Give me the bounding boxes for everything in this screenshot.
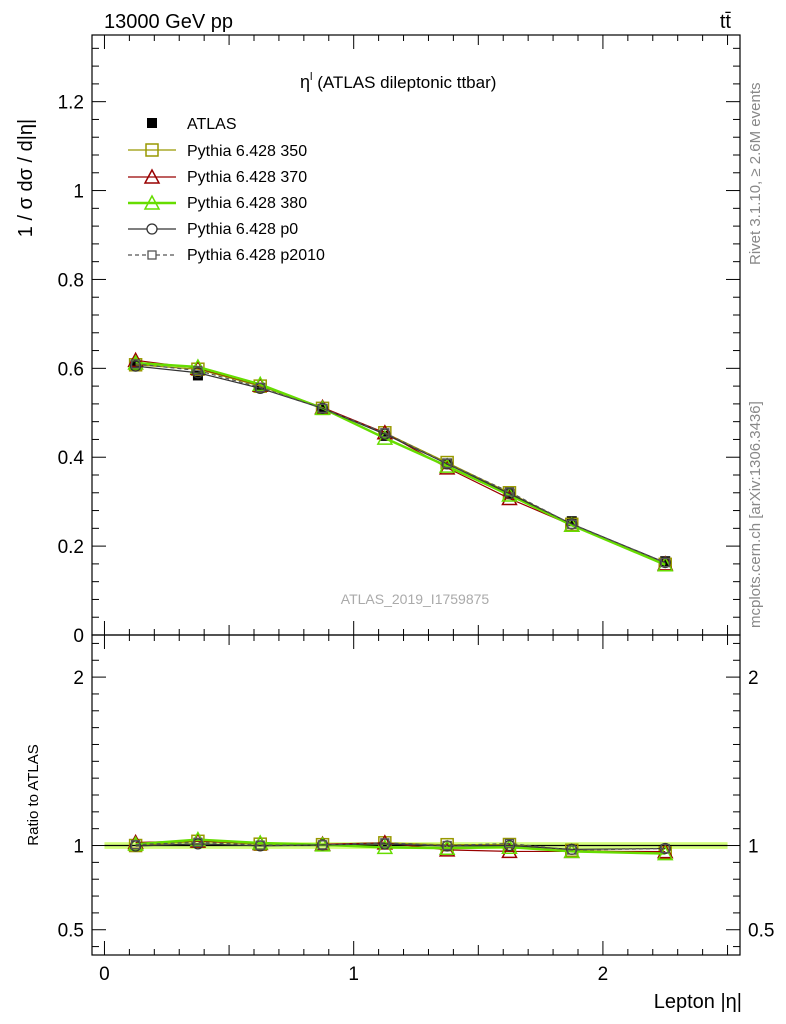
main-title-symbol: η xyxy=(300,72,310,92)
main-data-point xyxy=(379,430,390,441)
y-tick-label: 0.6 xyxy=(58,359,84,380)
legend-label-370: Pythia 6.428 370 xyxy=(187,169,307,186)
y-tick-label: 0.4 xyxy=(58,448,85,469)
main-title-sup: l xyxy=(310,71,312,83)
y-tick-label: 1 xyxy=(73,182,84,203)
ratio-y-tick-label-right: 1 xyxy=(748,837,759,858)
main-axes: 0 0.2 0.4 0.6 0.8 1 1.2 xyxy=(58,35,740,647)
ratio-series-line xyxy=(135,841,666,851)
x-tick-label: 2 xyxy=(598,964,609,985)
analysis-watermark: ATLAS_2019_I1759875 xyxy=(341,591,490,607)
ratio-data-point xyxy=(130,840,141,850)
main-data-point xyxy=(566,516,577,527)
main-data-point xyxy=(659,556,671,569)
y-tick-label: 0.8 xyxy=(58,270,84,291)
legend-entry: Pythia 6.428 p2010 xyxy=(128,247,325,264)
ratio-data-point xyxy=(380,838,390,848)
ratio-y-tick-label: 1 xyxy=(73,837,84,858)
legend-entry: Pythia 6.428 p0 xyxy=(128,221,298,238)
main-data-point xyxy=(567,519,577,529)
y-tick-label: 1.2 xyxy=(58,93,84,114)
main-series-line xyxy=(135,361,666,566)
main-series-0 xyxy=(130,360,671,567)
ratio-panel-frame xyxy=(91,634,741,956)
legend-label-380: Pythia 6.428 380 xyxy=(187,195,307,212)
ratio-series-4 xyxy=(130,837,670,855)
legend-marker-atlas xyxy=(147,118,157,128)
legend-marker-370 xyxy=(143,168,161,184)
y-tick-label: 0.2 xyxy=(58,537,84,558)
ratio-data-point xyxy=(504,838,515,849)
main-data-point xyxy=(317,403,328,413)
main-data-point xyxy=(503,488,516,500)
main-series-line xyxy=(135,363,666,564)
main-series-1 xyxy=(128,358,672,572)
ratio-data-point xyxy=(660,843,670,854)
main-data-point xyxy=(660,556,671,567)
mcplots-label: mcplots.cern.ch [arXiv:1306.3436] xyxy=(747,401,764,628)
legend-marker-380 xyxy=(143,194,161,210)
main-data-point xyxy=(193,365,203,376)
legend-label-p0: Pythia 6.428 p0 xyxy=(187,221,298,238)
rivet-label: Rivet 3.1.10, ≥ 2.6M events xyxy=(747,83,764,266)
legend-label-p2010: Pythia 6.428 p2010 xyxy=(187,247,325,264)
main-data-point xyxy=(660,557,670,568)
legend-label-atlas: ATLAS xyxy=(187,116,237,133)
main-data-point xyxy=(316,402,329,414)
ratio-data-point xyxy=(442,840,452,851)
main-series-line xyxy=(135,359,666,565)
ratio-series-group xyxy=(127,831,674,861)
main-series-group xyxy=(127,351,674,572)
legend-marker-350 xyxy=(145,143,159,157)
process-label: tt̄ xyxy=(720,11,732,33)
main-data-point xyxy=(130,359,141,369)
ratio-data-point xyxy=(317,840,328,850)
legend-entry: Pythia 6.428 350 xyxy=(128,143,307,160)
main-series-2 xyxy=(127,351,674,571)
main-data-point xyxy=(192,367,204,379)
ratio-data-point xyxy=(255,840,265,850)
ratio-data-point xyxy=(501,842,518,859)
main-data-point xyxy=(255,382,265,393)
energy-label: 13000 GeV pp xyxy=(104,11,233,33)
main-data-point xyxy=(129,360,142,372)
ratio-y-tick-label: 0.5 xyxy=(58,921,84,942)
legend-marker-p2010 xyxy=(147,250,157,260)
main-data-point xyxy=(380,428,390,438)
y-tick-label: 0 xyxy=(73,626,84,647)
main-data-point xyxy=(442,458,452,469)
ratio-y-tick-label-right: 0.5 xyxy=(748,921,774,942)
x-axis-label: Lepton |η| xyxy=(654,991,742,1013)
ratio-y-tick-label-right: 2 xyxy=(748,668,759,689)
legend-label-350: Pythia 6.428 350 xyxy=(187,143,307,160)
legend-entry: Pythia 6.428 380 xyxy=(128,194,307,212)
ratio-data-point xyxy=(567,845,577,855)
main-series-3 xyxy=(127,354,674,572)
ratio-data-point xyxy=(193,837,203,847)
ratio-y-tick-label: 2 xyxy=(73,668,84,689)
main-title: ηl (ATLAS dileptonic ttbar) xyxy=(300,71,496,92)
legend-entry: ATLAS xyxy=(147,116,237,133)
x-tick-label: 1 xyxy=(348,964,359,985)
ratio-data-point xyxy=(503,839,516,852)
main-title-rest: (ATLAS dileptonic ttbar) xyxy=(312,73,496,92)
ratio-axes: 0 1 2 0.5 0.5 1 1 2 2 xyxy=(58,635,774,985)
main-series-line xyxy=(135,364,666,565)
legend: ATLAS Pythia 6.428 350 Pythia 6.428 370 … xyxy=(128,116,325,264)
main-data-point xyxy=(504,487,515,497)
main-series-5 xyxy=(130,359,670,568)
main-series-4 xyxy=(129,360,671,569)
main-ylabel: 1 / σ dσ / d|η| xyxy=(15,119,37,237)
legend-marker-p0 xyxy=(146,223,158,235)
ratio-ylabel: Ratio to ATLAS xyxy=(25,744,42,845)
x-tick-label: 0 xyxy=(99,964,110,985)
main-series-line xyxy=(135,365,666,564)
legend-entry: Pythia 6.428 370 xyxy=(128,168,307,186)
